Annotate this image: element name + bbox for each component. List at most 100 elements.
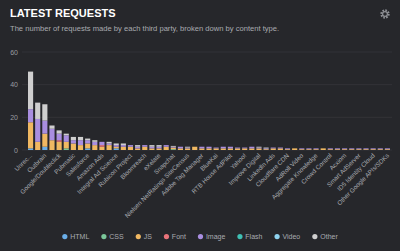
- bar-segment: [199, 147, 204, 149]
- bar-segment: [28, 122, 33, 148]
- bar-segment: [85, 139, 90, 141]
- bar-segment: [206, 146, 211, 147]
- bar-segment: [271, 147, 276, 148]
- bar-segment: [349, 150, 354, 151]
- legend-item: Image: [198, 233, 226, 241]
- bar-segment: [71, 143, 76, 150]
- bar-segment: [278, 147, 283, 148]
- bar-segment: [42, 104, 47, 120]
- bar-segment: [356, 148, 361, 149]
- bar-segment: [249, 147, 254, 149]
- bar-segment: [335, 148, 340, 149]
- bar-segment: [342, 149, 347, 150]
- bar-segment: [285, 148, 290, 149]
- bar-segment: [85, 143, 90, 148]
- bar-segment: [356, 148, 361, 149]
- legend-swatch: [274, 234, 279, 239]
- bar-segment: [285, 150, 290, 151]
- bar-segment: [356, 150, 361, 151]
- bar-segment: [99, 141, 104, 142]
- bar-segment: [185, 148, 190, 150]
- bar-segment: [64, 148, 69, 150]
- bar-segment: [171, 145, 176, 147]
- bar-segment: [271, 148, 276, 149]
- bar-segment: [206, 147, 211, 149]
- bar-segment: [249, 146, 254, 147]
- bar-segment: [328, 148, 333, 150]
- legend-swatch: [62, 234, 67, 239]
- bar-segment: [228, 147, 233, 149]
- legend-label: CSS: [109, 233, 124, 240]
- bar-segment: [285, 149, 290, 150]
- bar-segment: [328, 150, 333, 151]
- y-tick-label: 20: [10, 114, 18, 121]
- bar-segment: [149, 145, 154, 147]
- bar-segment: [199, 146, 204, 147]
- bar-segment: [235, 147, 240, 149]
- bar-segment: [313, 148, 318, 150]
- bar-segment: [371, 148, 376, 149]
- bar-segment: [264, 150, 269, 151]
- legend-label: JS: [144, 233, 153, 240]
- bar-segment: [313, 149, 318, 150]
- bar-segment: [335, 149, 340, 150]
- bar-segment: [321, 148, 326, 149]
- bar-segment: [185, 147, 190, 148]
- bar-segment: [206, 146, 211, 147]
- bar-segment: [299, 150, 304, 151]
- bar-segment: [214, 147, 219, 149]
- bar-segment: [28, 148, 33, 150]
- bar-segment: [313, 149, 318, 150]
- grid-line: [22, 84, 392, 85]
- bar-segment: [221, 146, 226, 147]
- bar-segment: [264, 149, 269, 150]
- legend: HTMLCSSJSFontImageFlashVideoOther: [62, 233, 338, 241]
- bar-segment: [99, 141, 104, 142]
- bar-segment: [107, 145, 112, 150]
- bar-segment: [385, 150, 390, 151]
- bar-segment: [278, 148, 283, 149]
- bar-segment: [171, 146, 176, 148]
- bar-segment: [328, 149, 333, 150]
- bar-segment: [299, 148, 304, 149]
- bar-segment: [235, 147, 240, 148]
- bar-segment: [35, 142, 40, 150]
- bar-segment: [349, 150, 354, 151]
- bar-segment: [349, 148, 354, 150]
- bar-segment: [49, 140, 54, 150]
- legend-item: CSS: [101, 233, 124, 240]
- bar-segment: [385, 149, 390, 150]
- bar-segment: [271, 147, 276, 149]
- bar-segment: [313, 148, 318, 149]
- bar-segment: [156, 148, 161, 150]
- bar-segment: [306, 150, 311, 151]
- bar-segment: [235, 148, 240, 149]
- bar-segment: [328, 148, 333, 149]
- bar-segment: [214, 147, 219, 148]
- bar-segment: [306, 148, 311, 149]
- bar-segment: [128, 147, 133, 150]
- legend-swatch: [101, 234, 106, 239]
- bar-segment: [121, 147, 126, 150]
- bar-segment: [156, 147, 161, 149]
- bar-segment: [278, 147, 283, 149]
- legend-label: Flash: [245, 233, 262, 240]
- bar-segment: [264, 150, 269, 151]
- bar-segment: [128, 145, 133, 146]
- bar-segment: [199, 146, 204, 147]
- bar-segment: [321, 148, 326, 149]
- bar-segment: [356, 149, 361, 150]
- bar-segment: [363, 150, 368, 151]
- bar-segment: [371, 148, 376, 150]
- bar-segment: [164, 145, 169, 146]
- bar-segment: [199, 146, 204, 147]
- bar-segment: [221, 146, 226, 147]
- legend-label: Image: [206, 233, 226, 241]
- settings-icon[interactable]: [381, 10, 388, 17]
- bar-segment: [256, 148, 261, 149]
- bar-segment: [28, 109, 33, 122]
- bar-segment: [385, 149, 390, 150]
- y-tick-label: 0: [14, 147, 18, 154]
- bar-segment: [385, 148, 390, 150]
- bar-segment: [306, 149, 311, 150]
